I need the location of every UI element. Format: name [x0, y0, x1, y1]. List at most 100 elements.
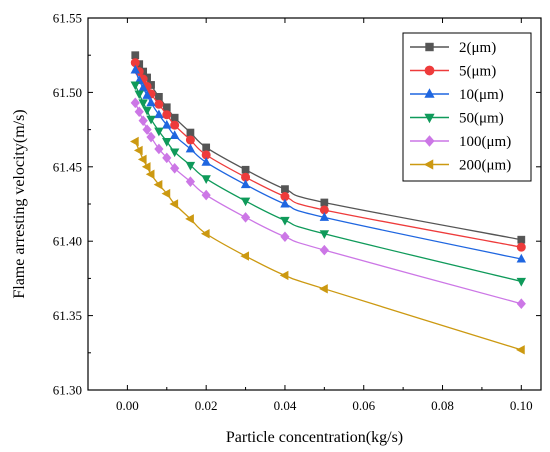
legend-box — [402, 32, 532, 182]
data-point — [130, 97, 140, 109]
data-point — [201, 157, 211, 166]
y-tick-label: 61.30 — [53, 383, 82, 398]
data-point — [516, 277, 527, 287]
data-point — [240, 212, 251, 223]
legend-label: 50(μm) — [459, 111, 504, 127]
x-tick-label: 0.06 — [352, 398, 375, 413]
data-point — [200, 229, 210, 239]
data-point — [130, 81, 140, 91]
data-point — [279, 270, 289, 281]
data-point — [201, 189, 211, 201]
legend-marker — [424, 88, 435, 98]
legend-item: 5(μm) — [410, 64, 496, 80]
data-point — [162, 152, 172, 164]
data-point — [240, 251, 250, 261]
series-2 — [130, 58, 526, 252]
y-tick-label: 61.50 — [53, 85, 82, 100]
data-point — [516, 298, 526, 309]
data-point — [202, 143, 211, 152]
legend-label: 2(μm) — [459, 40, 496, 56]
legend-item: 50(μm) — [410, 111, 504, 127]
data-point — [169, 199, 179, 209]
x-tick-label: 0.00 — [116, 398, 139, 413]
data-point — [162, 103, 171, 112]
data-point — [185, 135, 195, 145]
data-point — [154, 99, 164, 109]
x-axis-title: Particle concentration(kg/s) — [226, 429, 403, 446]
data-point — [280, 231, 290, 243]
data-point — [281, 185, 289, 193]
data-point — [516, 242, 526, 252]
data-point — [145, 169, 155, 179]
y-tick-label: 61.55 — [53, 11, 82, 26]
data-point — [133, 145, 143, 156]
legend-label: 5(μm) — [459, 64, 496, 80]
data-point — [186, 128, 195, 137]
data-point — [146, 115, 156, 125]
data-point — [141, 162, 151, 172]
y-tick-label: 61.45 — [53, 159, 82, 174]
x-tick-label: 0.04 — [274, 398, 297, 413]
data-point — [155, 92, 163, 101]
data-point — [138, 115, 148, 126]
data-point — [169, 130, 180, 140]
data-point — [280, 216, 290, 226]
data-point — [162, 119, 172, 129]
data-point — [142, 106, 152, 116]
data-point — [161, 188, 171, 199]
y-axis-title: Flame arresting velocity(m/s) — [11, 109, 28, 298]
data-point — [142, 124, 152, 135]
data-point — [131, 51, 140, 60]
data-point — [201, 175, 211, 184]
series-5 — [130, 97, 526, 309]
data-point — [146, 97, 156, 107]
legend-label: 200(μm) — [459, 158, 511, 174]
legend-item: 100(μm) — [410, 134, 511, 150]
data-point — [154, 127, 164, 137]
data-point — [516, 345, 525, 355]
legend-label: 10(μm) — [459, 87, 504, 103]
legend-item: 10(μm) — [410, 87, 504, 103]
data-point — [185, 176, 196, 187]
ticks-layer: 0.00 0.02 0.04 0.06 0.08 0.10 61.30 61.35 61.40 6… — [53, 11, 541, 413]
data-point — [130, 136, 139, 147]
data-point — [241, 165, 250, 174]
data-point — [153, 179, 163, 190]
x-tick-label: 0.02 — [195, 398, 218, 413]
data-point — [138, 99, 148, 109]
legend-marker — [424, 113, 435, 124]
y-tick-label: 61.40 — [53, 234, 82, 249]
data-point — [170, 120, 180, 130]
data-point — [134, 90, 144, 100]
data-point — [185, 143, 196, 153]
legend-marker — [424, 135, 435, 147]
data-point — [280, 198, 290, 208]
legend-item: 200(μm) — [410, 158, 511, 174]
series-6 — [130, 136, 525, 355]
series-3 — [130, 64, 527, 263]
data-point — [162, 138, 172, 147]
data-point — [170, 163, 180, 174]
data-point — [137, 154, 147, 165]
legend-marker — [423, 159, 434, 170]
data-point — [240, 197, 251, 207]
legend-item: 2(μm) — [410, 40, 496, 56]
legend-marker — [424, 65, 435, 76]
data-point — [162, 110, 172, 120]
data-point — [169, 148, 180, 158]
data-point — [240, 179, 251, 189]
data-point — [142, 90, 152, 99]
data-point — [154, 143, 164, 155]
y-tick-label: 61.35 — [53, 308, 82, 323]
data-point — [185, 214, 194, 224]
x-tick-label: 0.10 — [510, 398, 533, 413]
data-point — [134, 106, 144, 118]
series-4 — [130, 81, 527, 287]
x-tick-label: 0.08 — [431, 398, 454, 413]
data-point — [517, 235, 526, 244]
data-point — [319, 244, 329, 256]
data-point — [146, 131, 156, 143]
data-point — [516, 253, 527, 263]
legend-marker — [425, 42, 434, 52]
